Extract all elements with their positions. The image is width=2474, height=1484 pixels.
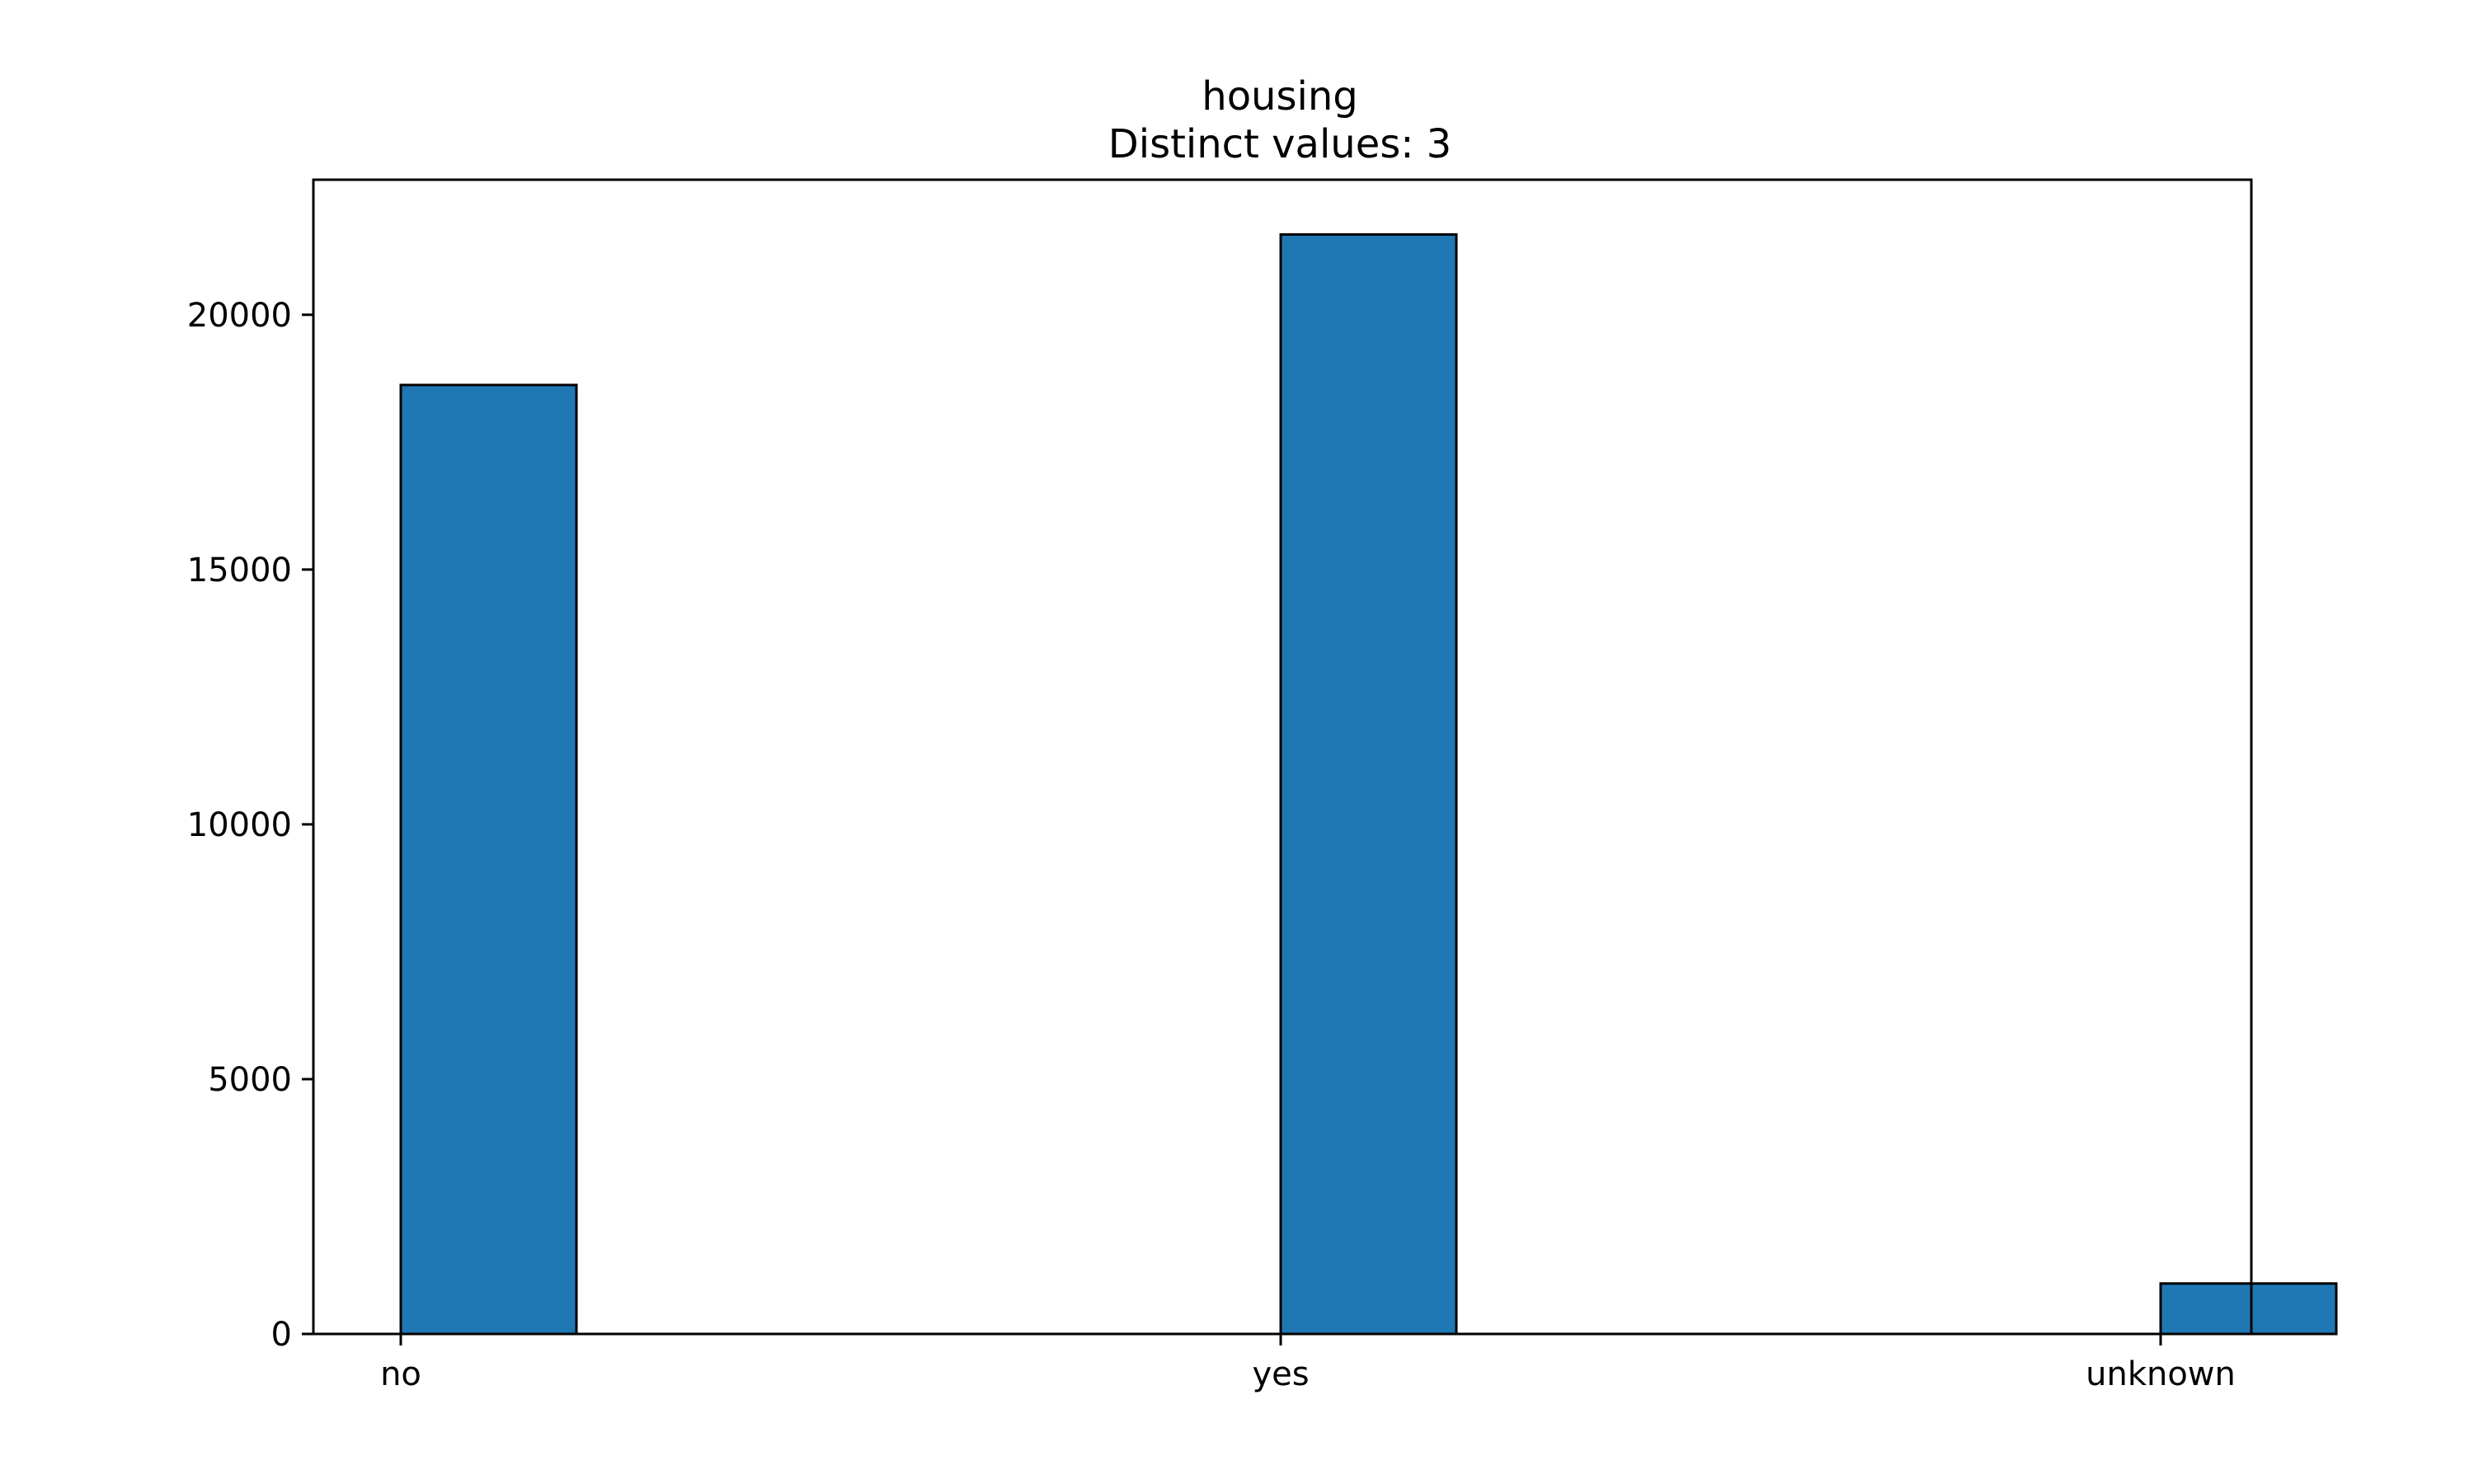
y-axis: 0 5000 10000 15000 20000 xyxy=(187,297,313,1354)
bar-yes xyxy=(1279,232,1458,1336)
y-tick-label: 20000 xyxy=(187,297,292,335)
x-tick-label-no: no xyxy=(380,1355,421,1393)
bar-unknown xyxy=(2159,1282,2338,1336)
chart-title: housing xyxy=(1202,73,1357,120)
plot-frame xyxy=(312,178,2253,1336)
y-tick-label: 5000 xyxy=(208,1061,292,1099)
x-tick-label-yes: yes xyxy=(1252,1355,1309,1393)
y-tick-label: 0 xyxy=(271,1316,292,1354)
y-tick-label: 10000 xyxy=(187,806,292,844)
y-tick-label: 15000 xyxy=(187,552,292,589)
bar-no xyxy=(399,383,578,1336)
x-tick-label-unknown: unknown xyxy=(2086,1355,2236,1393)
x-axis: no yes unknown xyxy=(380,1334,2236,1393)
bars-layer xyxy=(399,232,2338,1336)
chart-subtitle: Distinct values: 3 xyxy=(1108,121,1451,167)
